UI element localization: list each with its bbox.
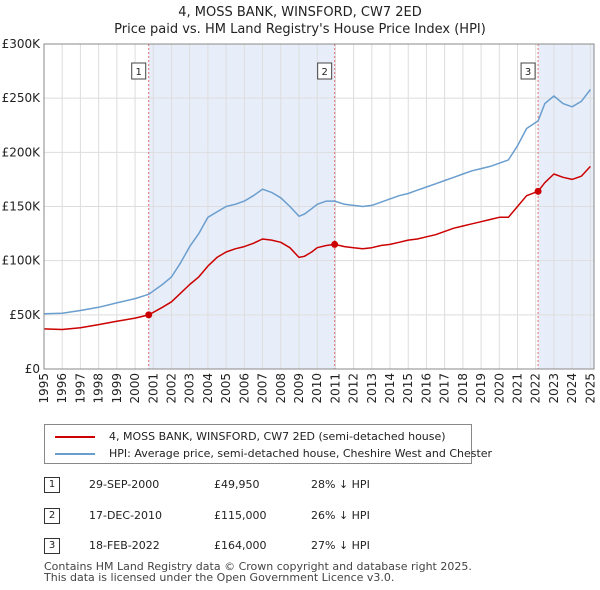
sale-point xyxy=(534,187,542,195)
sale-row: 1 29-SEP-2000 £49,950 28% ↓ HPI xyxy=(44,476,564,496)
x-tick-label: 2008 xyxy=(274,373,288,404)
x-tick-label: 1995 xyxy=(37,373,51,404)
x-tick-label: 2005 xyxy=(219,373,233,404)
x-tick-label: 2024 xyxy=(565,373,579,404)
y-tick-label: £0 xyxy=(25,362,40,376)
sale-point xyxy=(331,240,339,248)
sale-number-badge: 1 xyxy=(44,477,60,493)
footer: Contains HM Land Registry data © Crown c… xyxy=(44,561,472,583)
x-tick-label: 2018 xyxy=(456,373,470,404)
copyright-text: Contains HM Land Registry data © Crown c… xyxy=(44,560,472,573)
x-tick-label: 2013 xyxy=(365,373,379,404)
sale-label-number: 2 xyxy=(321,67,327,78)
sale-hpi-diff: 26% ↓ HPI xyxy=(311,509,370,522)
legend: 4, MOSS BANK, WINSFORD, CW7 2ED (semi-de… xyxy=(44,424,492,464)
x-tick-label: 2021 xyxy=(511,373,525,404)
price-chart: £0 £50K £100K £150K £200K £250K £300K 1995 1996 1… xyxy=(2,37,598,404)
sale-hpi-diff: 27% ↓ HPI xyxy=(311,539,370,552)
sale-label-box xyxy=(131,62,147,80)
property-price-line xyxy=(43,165,591,331)
sale-point xyxy=(145,311,153,319)
sale-row: 2 17-DEC-2010 £115,000 26% ↓ HPI xyxy=(44,507,564,527)
x-tick-label: 2019 xyxy=(474,373,488,404)
sale-number-badge: 3 xyxy=(44,538,60,554)
x-tick-label: 2020 xyxy=(492,373,506,404)
sale-date: 17-DEC-2010 xyxy=(89,509,163,522)
x-tick-label: 2015 xyxy=(401,373,415,404)
x-tick-label: 2006 xyxy=(237,373,251,404)
hpi-line xyxy=(43,89,591,315)
property-line-swatch xyxy=(55,436,95,438)
sale-date: 29-SEP-2000 xyxy=(89,478,160,491)
x-tick-label: 1996 xyxy=(55,373,69,404)
y-tick-label: £50K xyxy=(9,308,41,322)
x-tick-label: 2011 xyxy=(328,373,342,404)
legend-hpi-label: HPI: Average price, semi-detached house,… xyxy=(109,447,493,460)
x-tick-label: 2023 xyxy=(547,373,561,404)
chart-title: 4, MOSS BANK, WINSFORD, CW7 2ED xyxy=(178,5,422,20)
y-tick-label: £300K xyxy=(2,37,42,51)
plot-border xyxy=(43,43,595,370)
x-tick-label: 1999 xyxy=(110,373,124,404)
x-tick-label: 2004 xyxy=(201,373,215,404)
sale-label-box xyxy=(317,62,333,80)
x-tick-label: 2001 xyxy=(146,373,160,404)
x-tick-label: 2014 xyxy=(383,373,397,404)
sale-date: 18-FEB-2022 xyxy=(89,539,160,552)
sale-number-badge: 2 xyxy=(44,508,60,524)
sale-label-number: 1 xyxy=(136,67,142,78)
chart-subtitle: Price paid vs. HM Land Registry's House … xyxy=(114,22,486,37)
x-tick-label: 2003 xyxy=(183,373,197,404)
x-tick-label: 2022 xyxy=(529,373,543,404)
y-tick-label: £150K xyxy=(2,200,42,214)
x-tick-label: 1998 xyxy=(92,373,106,404)
x-tick-label: 2012 xyxy=(347,373,361,404)
hpi-line-swatch xyxy=(55,453,95,455)
sale-price: £164,000 xyxy=(214,539,267,552)
x-tick-label: 2002 xyxy=(164,373,178,404)
x-tick-label: 2000 xyxy=(128,373,142,404)
x-tick-label: 2010 xyxy=(310,373,324,404)
x-tick-label: 2025 xyxy=(583,373,597,404)
x-tick-label: 2007 xyxy=(256,373,270,404)
x-tick-label: 1997 xyxy=(73,373,87,404)
y-tick-label: £200K xyxy=(2,145,42,159)
licence-text: This data is licensed under the Open Gov… xyxy=(44,571,395,584)
sale-hpi-diff: 28% ↓ HPI xyxy=(311,478,370,491)
sale-label-box xyxy=(520,62,536,80)
sale-label-number: 3 xyxy=(525,67,531,78)
sale-price: £49,950 xyxy=(214,478,260,491)
x-tick-label: 2009 xyxy=(292,373,306,404)
legend-property-label: 4, MOSS BANK, WINSFORD, CW7 2ED (semi-de… xyxy=(109,430,446,443)
y-tick-label: £250K xyxy=(2,91,42,105)
x-tick-label: 2016 xyxy=(419,373,433,404)
x-tick-label: 2017 xyxy=(438,373,452,404)
sale-row: 3 18-FEB-2022 £164,000 27% ↓ HPI xyxy=(44,537,564,557)
sale-price: £115,000 xyxy=(214,509,267,522)
y-tick-label: £100K xyxy=(2,254,42,268)
